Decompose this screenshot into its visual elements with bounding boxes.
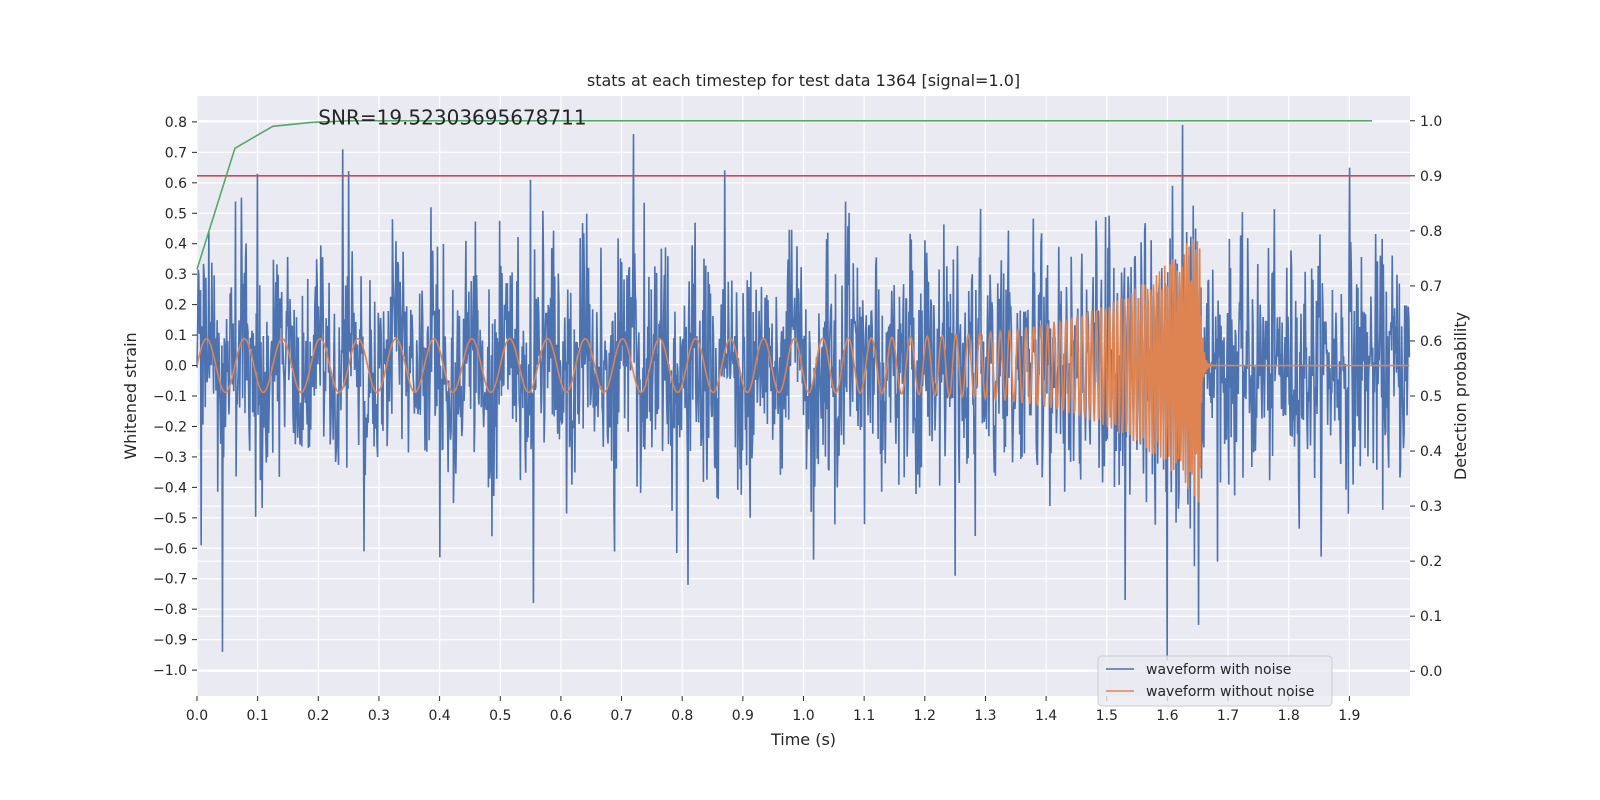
x-axis: 0.0 0.1 0.2 0.3 0.4 0.5 0.6 0.7 0.8 0.9 1.0 1.1 1.2 1… bbox=[186, 696, 1360, 724]
legend-label-without-noise: waveform without noise bbox=[1146, 684, 1314, 700]
y-tick-label: 0.1 bbox=[165, 328, 187, 344]
x-tick-label: 1.8 bbox=[1278, 708, 1300, 724]
x-tick-label: 0.9 bbox=[732, 708, 754, 724]
series-waveform-without-noise bbox=[196, 238, 1410, 503]
x-tick-label: 1.0 bbox=[792, 708, 814, 724]
legend-box bbox=[1097, 655, 1333, 707]
y2-tick-label: 1.0 bbox=[1420, 114, 1442, 130]
y-tick-label: −0.7 bbox=[153, 572, 187, 588]
y-tick-label: 0.5 bbox=[165, 206, 187, 222]
y-tick-label: −0.5 bbox=[153, 511, 187, 527]
x-tick-label: 1.5 bbox=[1096, 708, 1118, 724]
y-tick-label: 0.0 bbox=[165, 359, 187, 375]
y2-tick-label: 0.7 bbox=[1420, 279, 1442, 295]
y2-axis-label: Detection probability bbox=[1451, 312, 1470, 480]
y2-tick-label: 0.8 bbox=[1420, 224, 1442, 240]
x-tick-label: 0.1 bbox=[247, 708, 269, 724]
x-tick-label: 1.3 bbox=[974, 708, 996, 724]
x-tick-label: 0.3 bbox=[368, 708, 390, 724]
y-tick-label: −0.3 bbox=[153, 450, 187, 466]
y-tick-label: −0.9 bbox=[153, 633, 187, 649]
snr-annotation: SNR=19.52303695678711 bbox=[318, 105, 586, 129]
y-axis-label: Whitened strain bbox=[121, 332, 140, 459]
y-tick-label: −0.2 bbox=[153, 419, 187, 435]
y2-tick-label: 0.0 bbox=[1420, 664, 1442, 680]
y-tick-label: 0.6 bbox=[165, 176, 187, 192]
y-tick-label: −0.6 bbox=[153, 541, 187, 557]
legend-label-with-noise: waveform with noise bbox=[1146, 662, 1291, 678]
x-tick-label: 0.5 bbox=[489, 708, 511, 724]
y-tick-label: 0.3 bbox=[165, 267, 187, 283]
y-tick-label: 0.4 bbox=[165, 237, 187, 253]
x-tick-label: 0.4 bbox=[428, 708, 450, 724]
x-tick-label: 0.6 bbox=[550, 708, 572, 724]
y2-tick-label: 0.3 bbox=[1420, 499, 1442, 515]
y2-tick-label: 0.1 bbox=[1420, 609, 1442, 625]
y-axis-right: 1.0 0.9 0.8 0.7 0.6 0.5 0.4 0.3 0.2 0.1 0.0 bbox=[1410, 114, 1442, 680]
y2-tick-label: 0.6 bbox=[1420, 334, 1442, 350]
x-tick-label: 1.2 bbox=[914, 708, 936, 724]
x-tick-label: 0.0 bbox=[186, 708, 208, 724]
y2-tick-label: 0.9 bbox=[1420, 169, 1442, 185]
series-detection-probability bbox=[196, 119, 1373, 270]
y-tick-label: 0.8 bbox=[165, 115, 187, 131]
y-tick-label: 0.2 bbox=[165, 298, 187, 314]
y-tick-label: 0.7 bbox=[165, 145, 187, 161]
x-tick-label: 1.6 bbox=[1156, 708, 1178, 724]
y-axis-left: 0.8 0.7 0.6 0.5 0.4 0.3 0.2 0.1 0.0 −0.1 −0.2 −0.3 −… bbox=[153, 115, 197, 679]
y2-tick-label: 0.4 bbox=[1420, 444, 1442, 460]
x-tick-label: 0.2 bbox=[307, 708, 329, 724]
y-tick-label: −0.1 bbox=[153, 389, 187, 405]
plot-series bbox=[196, 119, 1411, 661]
x-tick-label: 0.7 bbox=[610, 708, 632, 724]
y2-tick-label: 0.2 bbox=[1420, 554, 1442, 570]
y-tick-label: −0.4 bbox=[153, 480, 187, 496]
y-tick-label: −1.0 bbox=[153, 663, 187, 679]
x-tick-label: 1.1 bbox=[853, 708, 875, 724]
y2-tick-label: 0.5 bbox=[1420, 389, 1442, 405]
x-axis-label: Time (s) bbox=[770, 730, 836, 749]
y-tick-label: −0.8 bbox=[153, 602, 187, 618]
x-tick-label: 0.8 bbox=[671, 708, 693, 724]
x-tick-label: 1.7 bbox=[1217, 708, 1239, 724]
legend: waveform with noise waveform without noi… bbox=[1097, 655, 1333, 707]
x-tick-label: 1.4 bbox=[1035, 708, 1057, 724]
chart-title: stats at each timestep for test data 136… bbox=[587, 71, 1020, 90]
x-tick-label: 1.9 bbox=[1338, 708, 1360, 724]
